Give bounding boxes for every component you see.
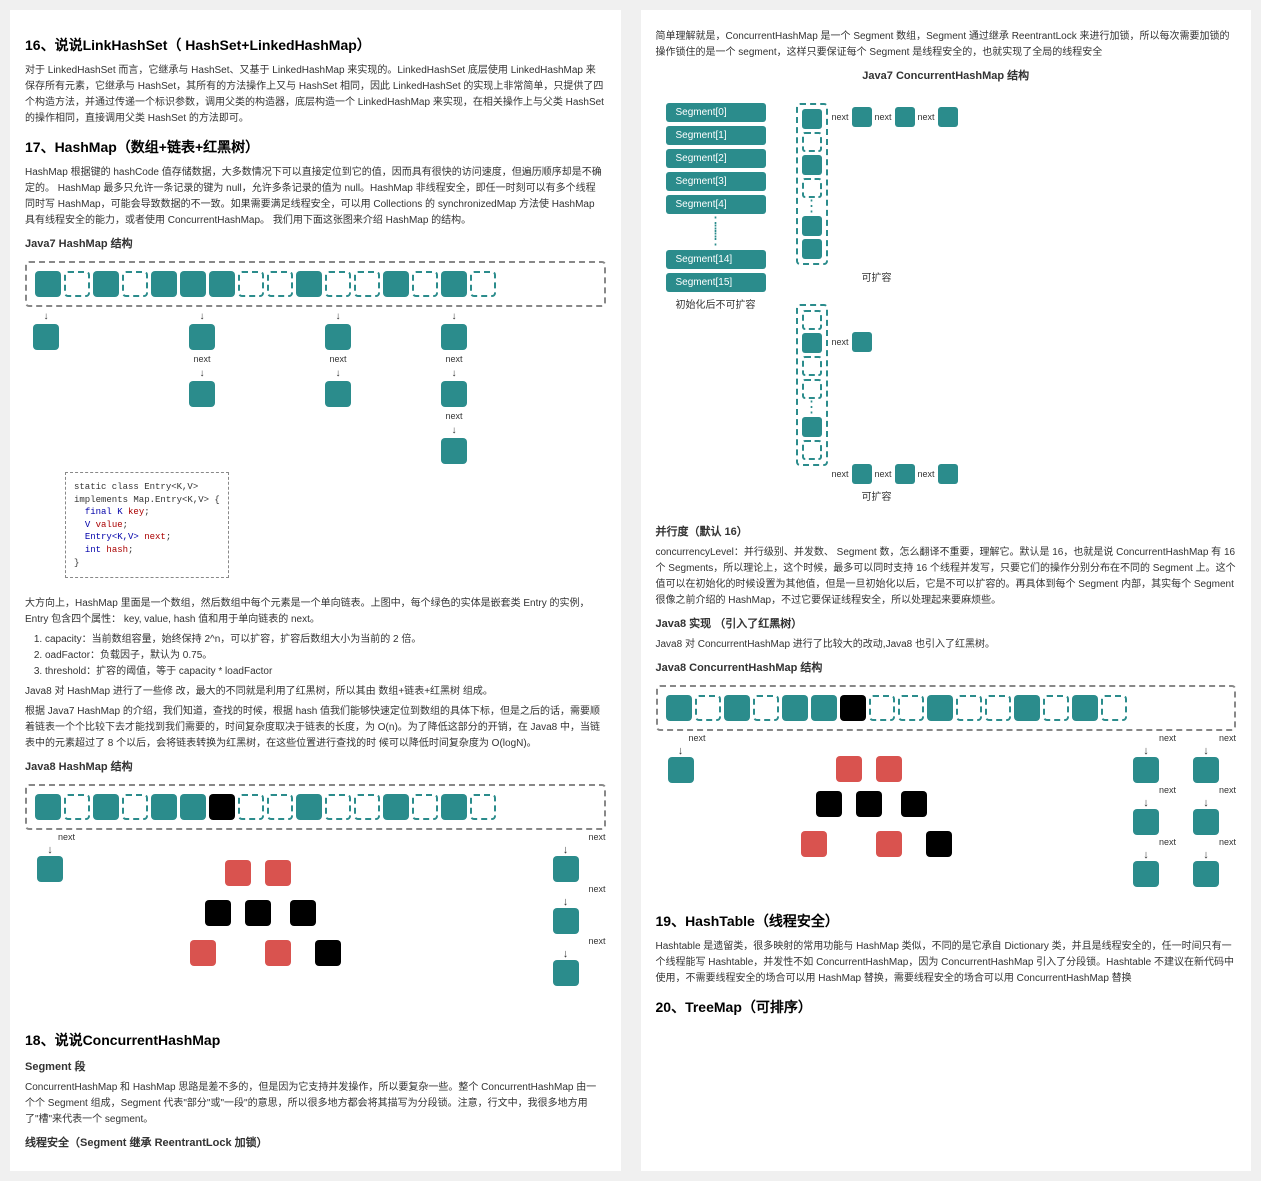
segment-heading: Segment 段 [25, 1058, 606, 1074]
segment-list: Segment[0] Segment[1] Segment[2] Segment… [666, 103, 766, 292]
section-18-body-1: ConcurrentHashMap 和 HashMap 思路是差不多的，但是因为… [25, 1080, 606, 1128]
java8-impl-heading: Java8 实现 （引入了红黑树） [656, 615, 1237, 631]
left-column: 16、说说LinkHashSet（ HashSet+LinkedHashMap）… [10, 10, 621, 1171]
chain-row: ↓ ↓ next ↓ ↓ next ↓ ↓ next ↓ next ↓ [25, 311, 606, 464]
java7-chm-diagram: Segment[0] Segment[1] Segment[2] Segment… [656, 93, 1237, 513]
hashmap-props-list: capacity：当前数组容量，始终保持 2^n，可以扩容，扩容后数组大小为当前… [45, 632, 606, 680]
java8-hashmap-diagram: next↓ next↓ next↓ [25, 784, 606, 1020]
java7-hashmap-diagram-title: Java7 HashMap 结构 [25, 235, 606, 251]
right-intro: 简单理解就是，ConcurrentHashMap 是一个 Segment 数组，… [656, 29, 1237, 61]
thread-safe-heading: 线程安全（Segment 继承 ReentrantLock 加锁） [25, 1134, 606, 1150]
parallel-body: concurrencyLevel：并行级别、并发数、 Segment 数，怎么翻… [656, 545, 1237, 609]
section-17-body-1: HashMap 根据键的 hashCode 值存储数据，大多数情况下可以直接定位… [25, 165, 606, 229]
java8-chm-diagram: next↓ next↓ next↓ [656, 685, 1237, 901]
java7-hashmap-diagram: ↓ ↓ next ↓ ↓ next ↓ ↓ next ↓ next ↓ [25, 261, 606, 586]
java8-hashmap-diagram-title: Java8 HashMap 结构 [25, 758, 606, 774]
right-column: 简单理解就是，ConcurrentHashMap 是一个 Segment 数组，… [641, 10, 1252, 1171]
list-item: capacity：当前数组容量，始终保持 2^n，可以扩容，扩容后数组大小为当前… [45, 632, 606, 648]
section-17-body-2: 大方向上，HashMap 里面是一个数组，然后数组中每个元素是一个单向链表。上图… [25, 596, 606, 628]
list-item: threshold：扩容的阈值，等于 capacity * loadFactor [45, 664, 606, 680]
section-19-body: Hashtable 是遗留类，很多映射的常用功能与 HashMap 类似，不同的… [656, 939, 1237, 987]
java7-chm-diagram-title: Java7 ConcurrentHashMap 结构 [656, 67, 1237, 83]
section-16-body: 对于 LinkedHashSet 而言，它继承与 HashSet、又基于 Lin… [25, 63, 606, 127]
section-16-title: 16、说说LinkHashSet（ HashSet+LinkedHashMap） [25, 35, 606, 55]
java8-impl-body: Java8 对 ConcurrentHashMap 进行了比较大的改动,Java… [656, 637, 1237, 653]
java8-chm-diagram-title: Java8 ConcurrentHashMap 结构 [656, 659, 1237, 675]
section-19-title: 19、HashTable（线程安全） [656, 911, 1237, 931]
array-row [25, 261, 606, 307]
section-20-title: 20、TreeMap（可排序） [656, 997, 1237, 1017]
list-item: oadFactor：负载因子，默认为 0.75。 [45, 648, 606, 664]
parallel-heading: 并行度（默认 16） [656, 523, 1237, 539]
entry-code-box: static class Entry<K,V> implements Map.E… [65, 472, 229, 578]
section-17-body-4: 根据 Java7 HashMap 的介绍，我们知道，查找的时候，根据 hash … [25, 704, 606, 752]
section-17-body-3: Java8 对 HashMap 进行了一些修 改，最大的不同就是利用了红黑树，所… [25, 684, 606, 700]
page-container: 16、说说LinkHashSet（ HashSet+LinkedHashMap）… [0, 0, 1261, 1181]
section-17-title: 17、HashMap（数组+链表+红黑树） [25, 137, 606, 157]
section-18-title: 18、说说ConcurrentHashMap [25, 1030, 606, 1050]
